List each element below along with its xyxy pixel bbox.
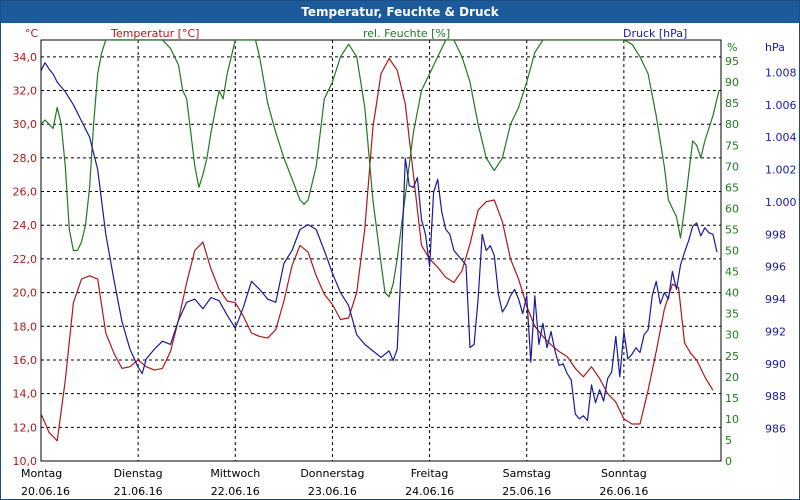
pressure-tick: 1.008 xyxy=(765,66,797,79)
humidity-tick: 30 xyxy=(725,329,739,342)
grid-lines xyxy=(41,40,721,461)
series-lines xyxy=(41,40,720,442)
x-tick-day: Sonntag xyxy=(601,467,647,480)
humidity-series-line xyxy=(41,40,720,298)
chart-canvas: °C Temperatur [°C] rel. Feuchte [%]% Druck … xyxy=(13,27,797,498)
x-tick-date: 23.06.16 xyxy=(308,485,357,498)
temperature-tick: 18,0 xyxy=(13,320,38,333)
pressure-tick: 1.006 xyxy=(765,99,797,112)
x-tick-date: 25.06.16 xyxy=(502,485,551,498)
pressure-tick: 992 xyxy=(765,325,786,338)
humidity-tick: 45 xyxy=(725,266,739,279)
humidity-tick: 25 xyxy=(725,350,739,363)
temperature-axis-label: Temperatur [°C] xyxy=(110,27,199,40)
humidity-tick: 60 xyxy=(725,202,739,215)
pressure-unit-label: hPa xyxy=(765,41,785,54)
humidity-axis-label: rel. Feuchte [%] xyxy=(363,27,450,40)
temperature-tick: 14,0 xyxy=(13,388,38,401)
temperature-tick: 20,0 xyxy=(13,287,38,300)
x-tick-date: 24.06.16 xyxy=(405,485,454,498)
x-tick-day: Donnerstag xyxy=(300,467,364,480)
temperature-tick: 24,0 xyxy=(13,219,38,232)
humidity-unit-label: % xyxy=(727,41,737,54)
humidity-tick: 0 xyxy=(725,455,732,468)
axis-labels: °C Temperatur [°C] rel. Feuchte [%]% Druck … xyxy=(25,27,785,54)
tick-labels: Montag 20.06.16 Dienstag 21.06.16 Mittwoch 22… xyxy=(13,51,797,498)
pressure-series-line xyxy=(41,62,718,422)
pressure-tick: 986 xyxy=(765,423,786,436)
x-tick-day: Dienstag xyxy=(114,467,163,480)
x-tick-date: 20.06.16 xyxy=(21,485,70,498)
humidity-tick: 95 xyxy=(725,55,739,68)
temperature-tick: 10,0 xyxy=(13,455,38,468)
humidity-tick: 15 xyxy=(725,392,739,405)
plot-area xyxy=(40,39,722,462)
pressure-tick: 990 xyxy=(765,358,786,371)
temperature-tick: 28,0 xyxy=(13,152,38,165)
x-tick-date: 22.06.16 xyxy=(211,485,260,498)
x-tick-day: Samstag xyxy=(503,467,551,480)
pressure-tick: 1.000 xyxy=(765,196,797,209)
temperature-series-line xyxy=(41,57,714,442)
humidity-tick: 20 xyxy=(725,371,739,384)
humidity-tick: 75 xyxy=(725,139,739,152)
pressure-tick: 1.002 xyxy=(765,164,797,177)
temperature-unit-label: °C xyxy=(25,27,39,40)
humidity-tick: 85 xyxy=(725,97,739,110)
humidity-tick: 80 xyxy=(725,118,739,131)
x-tick-day: Freitag xyxy=(411,467,449,480)
temperature-tick: 32,0 xyxy=(13,85,38,98)
pressure-tick: 998 xyxy=(765,228,786,241)
temperature-tick: 16,0 xyxy=(13,354,38,367)
temperature-tick: 26,0 xyxy=(13,186,38,199)
x-tick-date: 26.06.16 xyxy=(599,485,648,498)
humidity-tick: 50 xyxy=(725,245,739,258)
humidity-tick: 55 xyxy=(725,223,739,236)
humidity-tick: 35 xyxy=(725,308,739,321)
pressure-tick: 988 xyxy=(765,390,786,403)
pressure-tick: 996 xyxy=(765,261,786,274)
temperature-tick: 30,0 xyxy=(13,118,38,131)
humidity-tick: 5 xyxy=(725,434,732,447)
temperature-tick: 34,0 xyxy=(13,51,38,64)
humidity-tick: 40 xyxy=(725,287,739,300)
x-tick-day: Montag xyxy=(21,467,62,480)
temperature-tick: 12,0 xyxy=(13,421,38,434)
humidity-tick: 90 xyxy=(725,76,739,89)
x-tick-day: Mittwoch xyxy=(210,467,260,480)
humidity-tick: 10 xyxy=(725,413,739,426)
x-tick-date: 21.06.16 xyxy=(114,485,163,498)
window-title: Temperatur, Feuchte & Druck xyxy=(1,1,799,23)
pressure-axis-label: Druck [hPa] xyxy=(623,27,687,40)
humidity-tick: 70 xyxy=(725,160,739,173)
pressure-tick: 1.004 xyxy=(765,131,797,144)
humidity-tick: 65 xyxy=(725,181,739,194)
temperature-tick: 22,0 xyxy=(13,253,38,266)
pressure-tick: 994 xyxy=(765,293,786,306)
